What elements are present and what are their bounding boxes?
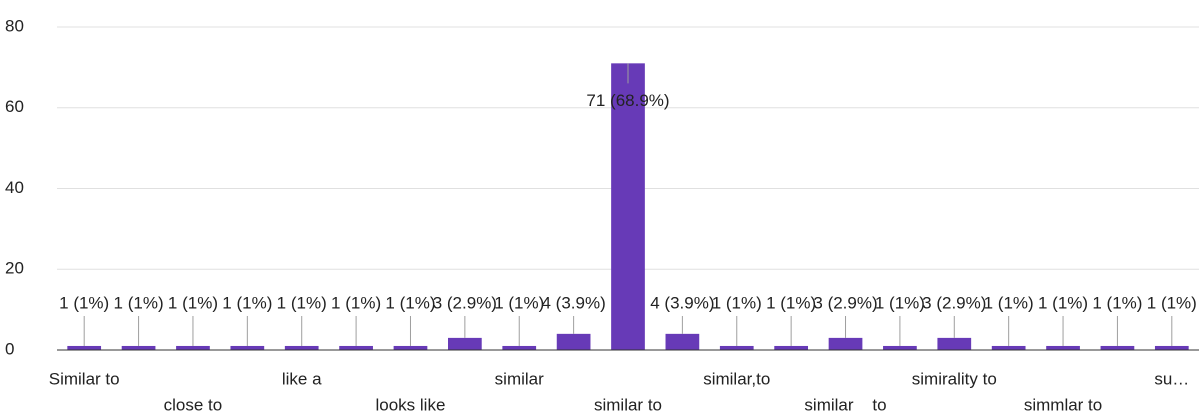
x-tick-label: close to — [164, 395, 223, 414]
y-tick-label: 0 — [5, 339, 14, 358]
data-label: 1 (1%) — [494, 293, 544, 312]
data-label: 1 (1%) — [222, 293, 272, 312]
x-tick-label: simirality to — [912, 369, 997, 388]
bar — [121, 345, 156, 350]
bar — [991, 345, 1026, 350]
data-label: 1 (1%) — [1038, 293, 1088, 312]
bar — [774, 345, 809, 350]
data-label: 1 (1%) — [114, 293, 164, 312]
bar — [176, 345, 210, 350]
data-label: 1 (1%) — [875, 293, 925, 312]
data-label: 1 (1%) — [168, 293, 218, 312]
bar — [67, 345, 102, 350]
x-tick-label: looks like — [376, 395, 446, 414]
bar — [339, 345, 373, 350]
bar — [937, 337, 972, 350]
data-label: 1 (1%) — [59, 293, 109, 312]
bar — [1100, 345, 1135, 350]
x-tick-label: like a — [282, 369, 322, 388]
data-label: 1 (1%) — [984, 293, 1034, 312]
data-label: 1 (1%) — [1092, 293, 1142, 312]
data-label: 1 (1%) — [385, 293, 435, 312]
data-label: 1 (1%) — [766, 293, 816, 312]
data-label: 1 (1%) — [331, 293, 381, 312]
data-label: 71 (68.9%) — [586, 91, 669, 110]
x-tick-label: similar to — [594, 395, 662, 414]
data-label: 4 (3.9%) — [541, 293, 605, 312]
bar — [230, 345, 265, 350]
y-tick-label: 20 — [5, 259, 24, 278]
x-tick-label: su… — [1154, 369, 1189, 388]
y-tick-label: 80 — [5, 16, 24, 35]
x-tick-label: similar,to — [703, 369, 770, 388]
data-label: 1 (1%) — [1147, 293, 1197, 312]
bar — [502, 345, 537, 350]
bar — [665, 333, 700, 350]
data-label: 1 (1%) — [277, 293, 327, 312]
bar — [1154, 345, 1189, 350]
bar — [393, 345, 428, 350]
bar — [284, 345, 319, 350]
bar — [1046, 345, 1080, 350]
bar — [556, 333, 591, 350]
data-label: 4 (3.9%) — [650, 293, 714, 312]
bar — [447, 337, 482, 350]
x-tick-label: similar — [495, 369, 544, 388]
bar — [883, 345, 917, 350]
bar — [611, 63, 645, 351]
bar — [719, 345, 754, 350]
data-label: 3 (2.9%) — [922, 293, 986, 312]
data-label: 3 (2.9%) — [433, 293, 497, 312]
x-tick-label: simmlar to — [1024, 395, 1102, 414]
data-label: 3 (2.9%) — [813, 293, 877, 312]
data-label: 1 (1%) — [712, 293, 762, 312]
y-tick-label: 40 — [5, 178, 24, 197]
y-tick-label: 60 — [5, 97, 24, 116]
x-tick-label: similar to — [804, 395, 886, 414]
x-tick-label: Similar to — [49, 369, 120, 388]
bar — [828, 337, 863, 350]
